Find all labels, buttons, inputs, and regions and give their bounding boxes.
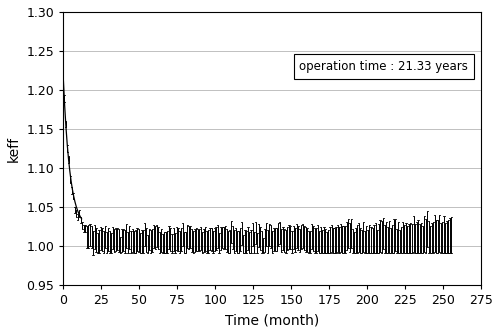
X-axis label: Time (month): Time (month) [225,313,320,327]
Text: operation time : 21.33 years: operation time : 21.33 years [300,60,468,73]
Y-axis label: keff: keff [7,136,21,162]
